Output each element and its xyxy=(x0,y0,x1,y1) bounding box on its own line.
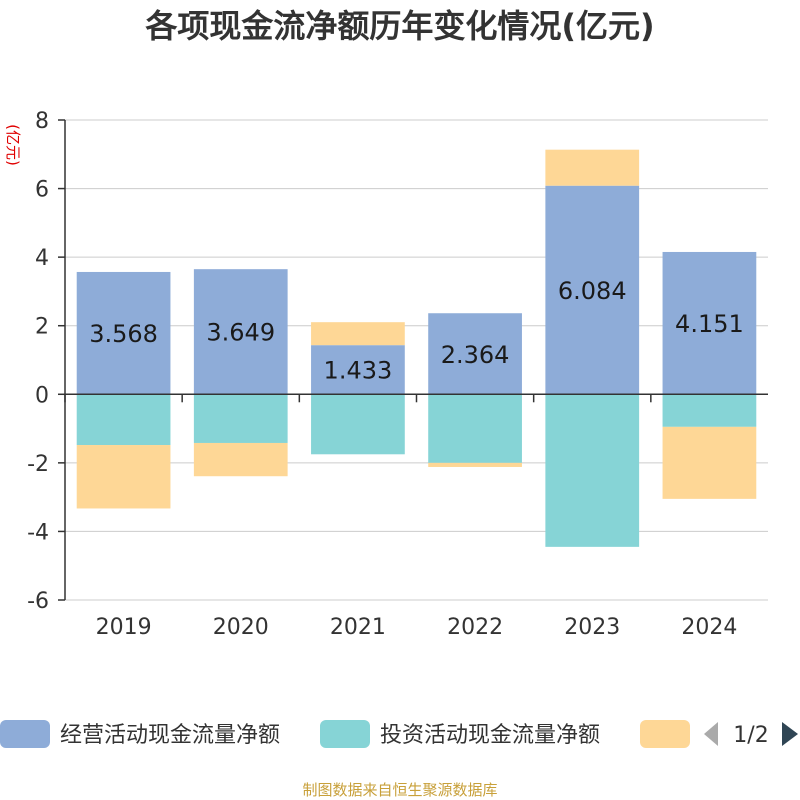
legend: 经营活动现金流量净额 投资活动现金流量净额 1/2 xyxy=(0,720,798,748)
chart: 各项现金流净额历年变化情况(亿元) (亿元) 8 6 4 2 0 -2 -4 -6 2019 20… xyxy=(0,0,800,800)
bar-series1-2020 xyxy=(194,394,288,443)
legend-label-0: 经营活动现金流量净额 xyxy=(60,723,280,748)
legend-label-1: 投资活动现金流量净额 xyxy=(380,723,600,748)
x-tick-label-2021: 2021 xyxy=(330,615,386,640)
data-labels: 3.568 3.649 1.433 2.364 6.084 4.151 xyxy=(89,277,744,385)
source-note: 制图数据来自恒生聚源数据库 xyxy=(302,781,497,799)
legend-swatch-1 xyxy=(320,720,370,748)
bar-series1-2021 xyxy=(311,394,405,454)
y-tick-label: -6 xyxy=(27,589,49,614)
x-tick-label-2024: 2024 xyxy=(681,615,737,640)
bar-series1-2019 xyxy=(77,394,171,445)
bar-series1-2022 xyxy=(428,394,522,463)
bars xyxy=(77,150,757,547)
y-tick-label: 6 xyxy=(35,178,49,203)
x-tick-label-2019: 2019 xyxy=(96,615,152,640)
legend-next-page-icon[interactable] xyxy=(782,722,798,746)
chart-title: 各项现金流净额历年变化情况(亿元) xyxy=(145,7,654,45)
x-tick-label-2023: 2023 xyxy=(564,615,620,640)
y-tick-label: 4 xyxy=(35,246,49,271)
data-label-2023: 6.084 xyxy=(558,277,627,305)
legend-swatch-0 xyxy=(0,720,50,748)
bar-series2-2022 xyxy=(428,463,522,467)
y-tick-label: -2 xyxy=(27,452,49,477)
y-tick-label: 2 xyxy=(35,315,49,340)
legend-page-indicator: 1/2 xyxy=(733,723,768,748)
x-tick-label-2022: 2022 xyxy=(447,615,503,640)
legend-prev-page-icon[interactable] xyxy=(704,722,718,746)
legend-swatch-2 xyxy=(640,720,690,748)
bar-series2-2023 xyxy=(545,150,639,186)
y-tick-label: 0 xyxy=(35,383,49,408)
bar-series1-2024 xyxy=(663,394,757,427)
bar-series2-2019 xyxy=(77,445,171,508)
data-label-2022: 2.364 xyxy=(441,341,510,369)
bar-series1-2023 xyxy=(545,394,639,547)
data-label-2020: 3.649 xyxy=(206,319,275,347)
bar-series2-2020 xyxy=(194,443,288,476)
bar-series2-2021 xyxy=(311,322,405,345)
y-tick-label: -4 xyxy=(27,520,49,545)
bar-series2-2024 xyxy=(663,427,757,499)
y-tick-label: 8 xyxy=(35,109,49,134)
data-label-2019: 3.568 xyxy=(89,320,158,348)
data-label-2021: 1.433 xyxy=(324,357,393,385)
x-tick-label-2020: 2020 xyxy=(213,615,269,640)
data-label-2024: 4.151 xyxy=(675,310,744,338)
y-axis-unit-label: (亿元) xyxy=(4,124,22,166)
